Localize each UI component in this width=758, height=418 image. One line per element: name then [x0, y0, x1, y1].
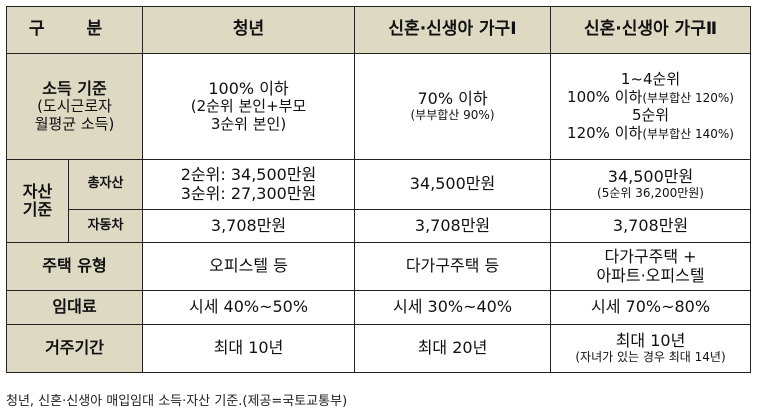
asset-car-row: 자동차 3,708만원 3,708만원 3,708만원 [7, 209, 752, 243]
income-youth-sub1: (2순위 본인+부모 [190, 97, 307, 116]
income-group2-cell: 1~4순위 100% 이하(부부합산 120%) 5순위 120% 이하(부부합… [550, 53, 752, 160]
income-group2-rank1: 1~4순위 [620, 69, 681, 88]
housing-label: 주택 유형 [5, 242, 144, 291]
asset-total-group2-cell: 34,500만원 (5순위 36,200만원) [550, 159, 752, 210]
housing-group1: 다가구주택 등 [354, 242, 552, 291]
asset-label-2: 기준 [22, 200, 53, 219]
income-label-sub1: (도시근로자 [37, 97, 112, 116]
income-group2-rank2: 5순위 [631, 105, 670, 124]
period-label: 거주기간 [5, 324, 144, 373]
period-youth: 최대 10년 [142, 324, 356, 373]
asset-car-label: 자동차 [67, 209, 144, 243]
asset-total-youth-2: 3순위: 27,300만원 [180, 183, 317, 203]
income-label: 소득 기준 [42, 79, 107, 99]
income-row: 소득 기준 (도시근로자 월평균 소득) 100% 이하 (2순위 본인+부모 … [5, 53, 752, 160]
housing-youth: 오피스텔 등 [142, 242, 356, 291]
rent-group2: 시세 70%~80% [550, 290, 752, 325]
asset-total-youth-cell: 2순위: 34,500만원 3순위: 27,300만원 [142, 159, 356, 210]
header-category: 구 분 [5, 6, 144, 54]
header-group2: 신혼·신생아 가구Ⅱ [550, 6, 752, 54]
period-group2-sub: (자녀가 있는 경우 최대 14년) [575, 349, 726, 364]
income-group1-sub: (부부합산 90%) [410, 107, 495, 122]
asset-car-group1: 3,708만원 [354, 209, 552, 243]
asset-label-cell: 자산 기준 [6, 159, 69, 243]
asset-total-group2-sub: (5순위 36,200만원) [597, 185, 704, 200]
criteria-table-wrapper: 구 분 청년 신혼·신생아 가구Ⅰ 신혼·신생아 가구Ⅱ 소득 기준 (도시근로… [5, 6, 752, 373]
income-group1-main: 70% 이하 [417, 89, 488, 109]
asset-total-group2-main: 34,500만원 [607, 167, 694, 187]
rent-row: 임대료 시세 40%~50% 시세 30%~40% 시세 70%~80% [5, 290, 752, 325]
income-group1-cell: 70% 이하 (부부합산 90%) [354, 53, 552, 160]
header-group1: 신혼·신생아 가구Ⅰ [354, 6, 552, 54]
header-youth: 청년 [142, 6, 356, 54]
rent-group1: 시세 30%~40% [354, 290, 552, 325]
criteria-table: 구 분 청년 신혼·신생아 가구Ⅰ 신혼·신생아 가구Ⅱ 소득 기준 (도시근로… [5, 6, 752, 373]
housing-group2-2: 아파트·오피스텔 [596, 265, 705, 285]
income-youth-cell: 100% 이하 (2순위 본인+부모 3순위 본인) [142, 53, 356, 160]
income-group2-val1-sub: (부부합산 120%) [642, 91, 734, 106]
income-group2-val2-sub: (부부합산 140%) [642, 126, 734, 141]
income-label-cell: 소득 기준 (도시근로자 월평균 소득) [5, 53, 144, 160]
housing-row: 주택 유형 오피스텔 등 다가구주택 등 다가구주택 + 아파트·오피스텔 [5, 242, 752, 291]
income-youth-main: 100% 이하 [208, 79, 289, 99]
asset-label-1: 자산 [22, 181, 53, 201]
period-row: 거주기간 최대 10년 최대 20년 최대 10년 (자녀가 있는 경우 최대 … [5, 324, 752, 373]
housing-group2-cell: 다가구주택 + 아파트·오피스텔 [550, 242, 752, 291]
period-group1: 최대 20년 [354, 324, 552, 373]
header-row: 구 분 청년 신혼·신생아 가구Ⅰ 신혼·신생아 가구Ⅱ [5, 6, 752, 54]
rent-youth: 시세 40%~50% [142, 290, 356, 325]
asset-total-label: 총자산 [67, 159, 144, 210]
income-group2-val1: 100% 이하 [567, 88, 643, 107]
period-group2-cell: 최대 10년 (자녀가 있는 경우 최대 14년) [550, 324, 752, 373]
income-youth-sub2: 3순위 본인) [210, 114, 287, 133]
rent-label: 임대료 [5, 290, 144, 325]
income-label-sub2: 월평균 소득) [34, 114, 115, 133]
income-group2-val2: 120% 이하 [567, 123, 643, 142]
asset-car-youth: 3,708만원 [142, 209, 356, 243]
period-group2-main: 최대 10년 [615, 331, 686, 351]
asset-total-youth-1: 2순위: 34,500만원 [180, 165, 317, 185]
asset-total-group1: 34,500만원 [354, 159, 552, 210]
asset-car-group2: 3,708만원 [550, 209, 752, 243]
housing-group2-1: 다가구주택 + [604, 247, 697, 267]
caption: 청년, 신혼·신생아 매입임대 소득·자산 기준.(제공=국토교통부) [6, 394, 348, 409]
asset-total-row: 자산 기준 총자산 2순위: 34,500만원 3순위: 27,300만원 34… [6, 159, 752, 243]
